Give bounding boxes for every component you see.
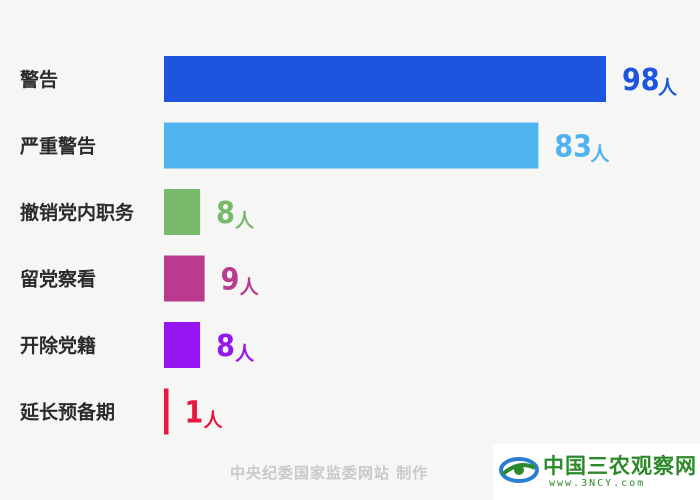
bar — [164, 122, 539, 169]
value-label: 98 — [622, 63, 660, 98]
value-label: 8 — [216, 196, 235, 231]
category-label: 警告 — [20, 68, 58, 91]
watermark-url: www.3NCY.com — [549, 478, 646, 489]
unit-label: 人 — [204, 410, 224, 432]
bar — [164, 56, 606, 102]
bar — [164, 322, 201, 368]
value-label: 1 — [185, 396, 204, 431]
watermark-logo-icon — [499, 457, 539, 483]
category-label: 留党察看 — [20, 268, 96, 291]
unit-label: 人 — [240, 277, 260, 299]
credit-text: 中央纪委国家监委网站 制作 — [230, 464, 429, 482]
value-label: 9 — [221, 263, 240, 298]
value-label: 83 — [554, 130, 592, 165]
bar — [164, 255, 205, 302]
value-label: 8 — [216, 329, 235, 364]
unit-label: 人 — [235, 343, 255, 365]
unit-label: 人 — [590, 144, 610, 166]
category-label: 严重警告 — [20, 135, 96, 158]
category-label: 开除党籍 — [20, 334, 96, 357]
unit-label: 人 — [235, 210, 255, 232]
watermark-name: 中国三农观察网 — [543, 454, 697, 478]
bar — [164, 189, 201, 235]
bar — [164, 388, 169, 435]
unit-label: 人 — [658, 77, 678, 99]
category-label: 撤销党内职务 — [20, 201, 135, 224]
category-label: 延长预备期 — [19, 401, 115, 424]
watermark: 中国三农观察网 www.3NCY.com — [493, 444, 700, 500]
